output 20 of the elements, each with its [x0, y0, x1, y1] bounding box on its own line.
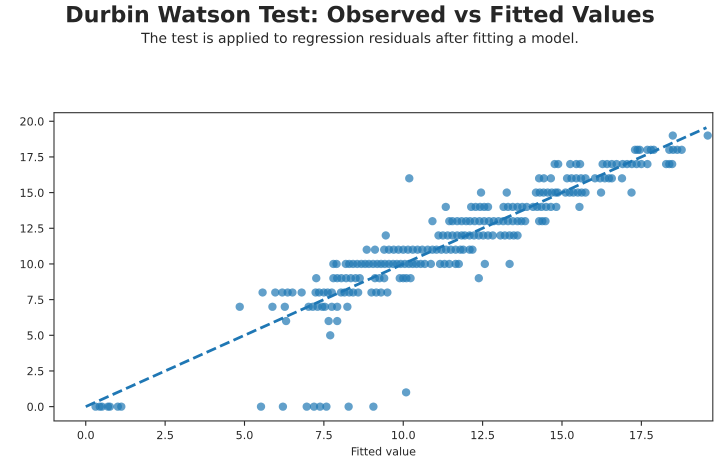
- y-tick-label: 7.5: [28, 296, 44, 304]
- y-tick-label: 17.5: [20, 153, 44, 162]
- x-axis-title: Fitted value: [352, 446, 416, 456]
- x-tick-label: 5.0: [236, 430, 253, 440]
- y-tick-label: 5.0: [27, 331, 44, 340]
- x-tick-label: 10.0: [392, 430, 415, 440]
- y-tick-label: 12.5: [20, 224, 44, 233]
- y-tick-label: 0.0: [27, 402, 44, 412]
- y-tick-label: 10.0: [20, 260, 44, 268]
- x-tick-label: 0.0: [78, 430, 94, 440]
- chart-title: Durbin Watson Test: Observed vs Fitted Values: [67, 5, 654, 23]
- y-tick-label: 2.5: [27, 366, 44, 376]
- x-tick-label: 2.5: [157, 430, 173, 440]
- y-tick-label: 15.0: [20, 188, 44, 197]
- chart-subtitle: The test is applied to regression residuals after fitting a model.: [141, 32, 578, 46]
- x-tick-label: 7.5: [316, 430, 332, 440]
- x-tick-label: 17.5: [630, 430, 653, 440]
- x-tick-label: 12.5: [471, 430, 494, 440]
- x-tick-label: 15.0: [550, 430, 574, 440]
- y-tick-label: 20.0: [20, 117, 44, 126]
